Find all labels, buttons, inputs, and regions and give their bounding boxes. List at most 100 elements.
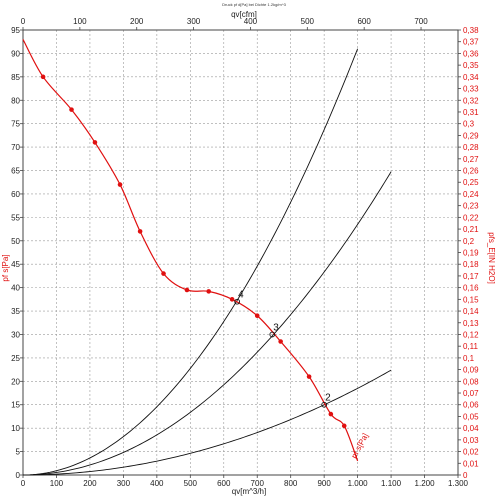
x2-tick-label: 0 <box>21 17 26 26</box>
fan-curve-point <box>306 374 312 379</box>
fan-curve-point <box>161 271 166 276</box>
y2-tick-label: 0,37 <box>463 38 479 47</box>
operating-point-label-2: 2 <box>325 393 331 404</box>
y2-tick-label: 0,1 <box>463 354 475 363</box>
y-tick-label: 10 <box>11 424 20 433</box>
y-tick-label: 95 <box>11 26 20 35</box>
x-tick-label: 1.300 <box>448 479 469 488</box>
y-tick-label: 35 <box>11 307 20 316</box>
y-tick-label: 20 <box>11 377 20 386</box>
x-tick-label: 800 <box>284 479 298 488</box>
x2-tick-label: 600 <box>357 17 371 26</box>
y2-tick-label: 0,09 <box>463 366 479 375</box>
fan-curve-layer <box>22 39 359 462</box>
y2-tick-label: 0,07 <box>463 389 479 398</box>
y2-tick-label: 0,13 <box>463 319 479 328</box>
operating-point-label-4: 4 <box>238 290 244 301</box>
y2-tick-label: 0 <box>463 471 468 480</box>
y-tick-label: 80 <box>11 96 20 105</box>
operating-point-label-3: 3 <box>273 322 279 333</box>
fan-curve-point <box>206 289 212 294</box>
system-curve-2 <box>22 369 392 476</box>
x-tick-label: 600 <box>217 479 231 488</box>
x-tick-label: 1.000 <box>348 479 369 488</box>
y-tick-label: 50 <box>11 237 20 246</box>
fan-curve-point <box>117 182 123 187</box>
y2-tick-label: 0,04 <box>463 424 479 433</box>
y2-tick-label: 0,01 <box>463 459 479 468</box>
y2-tick-label: 0,2 <box>463 237 475 246</box>
y-tick-label: 55 <box>11 213 20 222</box>
x2-tick-label: 700 <box>414 17 428 26</box>
y2-tick-label: 0,21 <box>463 225 479 234</box>
y2-tick-label: 0,03 <box>463 436 479 445</box>
fan-curve-point <box>341 423 347 429</box>
y-tick-label: 0 <box>16 471 21 480</box>
fan-curve-point <box>328 411 334 417</box>
y2-tick-label: 0,3 <box>463 120 475 129</box>
x2-tick-label: 100 <box>73 17 87 26</box>
x-axis-title-bottom: qv[m^3/h] <box>232 487 266 496</box>
y-tick-label: 30 <box>11 330 20 339</box>
y-tick-label: 45 <box>11 260 20 269</box>
y-tick-label: 65 <box>11 167 20 176</box>
y-axis-title-right: pfs_E[IN H2O] <box>487 232 496 284</box>
x-tick-label: 400 <box>150 479 164 488</box>
y2-tick-label: 0,17 <box>463 272 479 281</box>
x2-tick-label: 500 <box>301 17 315 26</box>
system-curve-4 <box>22 48 359 476</box>
y2-tick-label: 0,15 <box>463 295 479 304</box>
y2-tick-label: 0,32 <box>463 96 479 105</box>
x-tick-label: 900 <box>317 479 331 488</box>
y2-tick-label: 0,28 <box>463 143 479 152</box>
fan-curve <box>22 39 359 462</box>
y-tick-label: 70 <box>11 143 20 152</box>
y2-tick-label: 0,06 <box>463 401 479 410</box>
y2-tick-label: 0,22 <box>463 213 479 222</box>
x-tick-label: 1.100 <box>381 479 402 488</box>
y2-tick-label: 0,34 <box>463 73 479 82</box>
x-tick-label: 500 <box>184 479 198 488</box>
y2-tick-label: 0,16 <box>463 284 479 293</box>
y-tick-label: 90 <box>11 49 20 58</box>
grid <box>23 30 458 475</box>
y2-tick-label: 0,35 <box>463 61 479 70</box>
operating-point-2 <box>321 401 328 408</box>
operating-point-3 <box>269 331 276 338</box>
x-tick-label: 0 <box>21 479 26 488</box>
fan-curve-point <box>69 107 74 112</box>
y-tick-label: 85 <box>11 73 20 82</box>
system-curve-3 <box>22 171 392 476</box>
y2-tick-label: 0,27 <box>463 155 479 164</box>
y-tick-label: 25 <box>11 354 20 363</box>
y2-tick-label: 0,12 <box>463 330 479 339</box>
x-tick-label: 700 <box>251 479 265 488</box>
y2-tick-label: 0,19 <box>463 249 479 258</box>
y2-tick-label: 0,33 <box>463 85 479 94</box>
operating-points: 4 3 2 <box>234 290 331 408</box>
operating-point-4 <box>234 298 241 305</box>
y2-tick-label: 0,25 <box>463 178 479 187</box>
fan-curve-point <box>254 313 260 319</box>
x2-tick-label: 300 <box>187 17 201 26</box>
y-axis-title-left: pf s[Pa] <box>1 254 10 281</box>
fan-curve-point <box>229 297 235 302</box>
x-tick-label: 100 <box>50 479 64 488</box>
plot-frame <box>22 29 459 476</box>
x2-tick-label: 200 <box>130 17 144 26</box>
fan-curve-point <box>137 229 143 234</box>
y-tick-label: 5 <box>16 448 21 457</box>
y-tick-label: 15 <box>11 401 20 410</box>
y2-tick-label: 0,08 <box>463 377 479 386</box>
y2-tick-label: 0,14 <box>463 307 479 316</box>
system-curves <box>22 48 392 476</box>
y2-tick-label: 0,36 <box>463 49 479 58</box>
x-tick-label: 1.200 <box>415 479 436 488</box>
axis-ticks: 0 100 200 300 400 500 600 700 800 900 1.000 1.100 1.… <box>11 17 479 488</box>
x-axis-title-top: qv[cfm] <box>231 10 257 19</box>
fan-curve-point <box>40 74 46 80</box>
y2-tick-label: 0,02 <box>463 448 479 457</box>
chart-title: Druck pf d[Pa] bei Dichte 1.2kg/m^3 <box>222 2 286 7</box>
x-tick-label: 300 <box>117 479 131 488</box>
